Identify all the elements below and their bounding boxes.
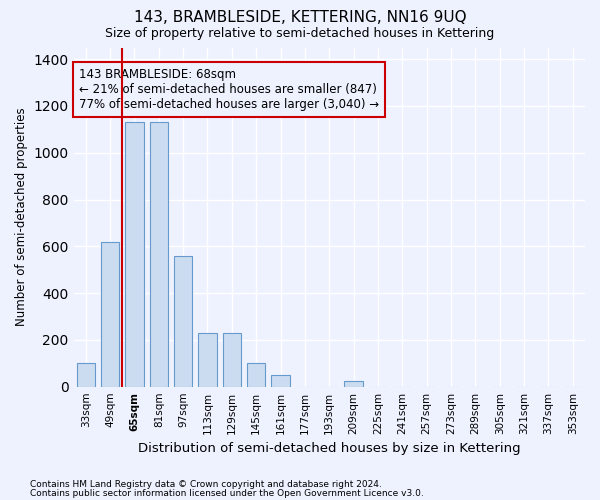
Text: Size of property relative to semi-detached houses in Kettering: Size of property relative to semi-detach…	[106, 28, 494, 40]
Text: 143 BRAMBLESIDE: 68sqm
← 21% of semi-detached houses are smaller (847)
77% of se: 143 BRAMBLESIDE: 68sqm ← 21% of semi-det…	[79, 68, 379, 111]
Bar	[101, 242, 119, 386]
Text: Contains HM Land Registry data © Crown copyright and database right 2024.: Contains HM Land Registry data © Crown c…	[30, 480, 382, 489]
Bar	[77, 364, 95, 386]
Text: 143, BRAMBLESIDE, KETTERING, NN16 9UQ: 143, BRAMBLESIDE, KETTERING, NN16 9UQ	[134, 10, 466, 25]
Bar	[149, 122, 168, 386]
Text: Contains public sector information licensed under the Open Government Licence v3: Contains public sector information licen…	[30, 488, 424, 498]
Bar	[271, 375, 290, 386]
Bar	[247, 364, 265, 386]
Bar	[223, 333, 241, 386]
Bar	[174, 256, 192, 386]
Bar	[125, 122, 143, 386]
Bar	[199, 333, 217, 386]
Y-axis label: Number of semi-detached properties: Number of semi-detached properties	[15, 108, 28, 326]
X-axis label: Distribution of semi-detached houses by size in Kettering: Distribution of semi-detached houses by …	[138, 442, 521, 455]
Bar	[344, 381, 363, 386]
